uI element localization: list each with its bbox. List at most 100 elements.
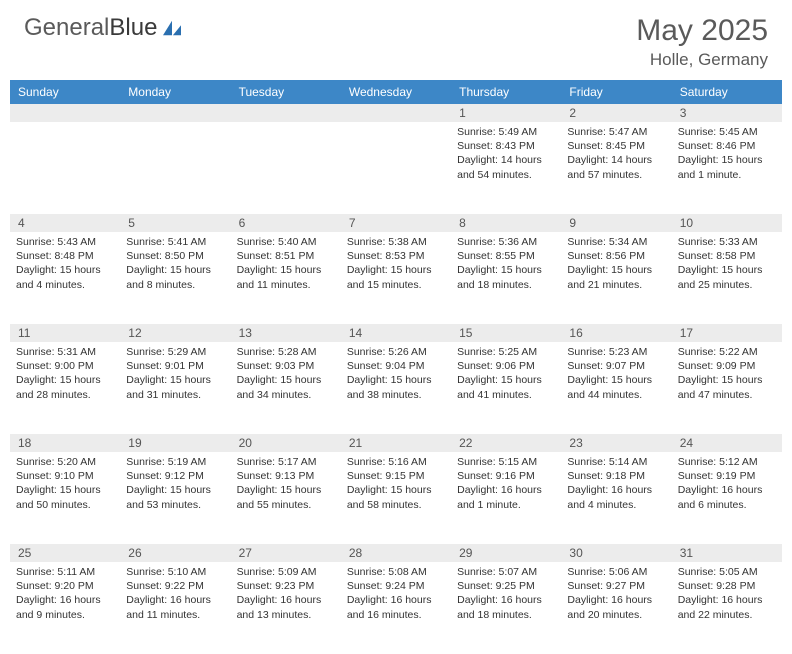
- day-content-cell: Sunrise: 5:14 AMSunset: 9:18 PMDaylight:…: [561, 452, 671, 544]
- day-content-cell: Sunrise: 5:28 AMSunset: 9:03 PMDaylight:…: [231, 342, 341, 434]
- day-details: Sunrise: 5:08 AMSunset: 9:24 PMDaylight:…: [341, 562, 451, 626]
- day-details: Sunrise: 5:45 AMSunset: 8:46 PMDaylight:…: [672, 122, 782, 186]
- day-number-cell: 14: [341, 324, 451, 342]
- day-number-cell: 13: [231, 324, 341, 342]
- day-content-cell: Sunrise: 5:16 AMSunset: 9:15 PMDaylight:…: [341, 452, 451, 544]
- content-row: Sunrise: 5:31 AMSunset: 9:00 PMDaylight:…: [10, 342, 782, 434]
- day-number-cell: 2: [561, 104, 671, 122]
- day-details: Sunrise: 5:38 AMSunset: 8:53 PMDaylight:…: [341, 232, 451, 296]
- logo-text-a: General: [24, 14, 109, 41]
- day-content-cell: [10, 122, 120, 214]
- day-content-cell: Sunrise: 5:10 AMSunset: 9:22 PMDaylight:…: [120, 562, 230, 654]
- logo: GeneralBlue: [24, 14, 183, 42]
- daynum-row: 11121314151617: [10, 324, 782, 342]
- day-content-cell: Sunrise: 5:41 AMSunset: 8:50 PMDaylight:…: [120, 232, 230, 324]
- content-row: Sunrise: 5:49 AMSunset: 8:43 PMDaylight:…: [10, 122, 782, 214]
- day-content-cell: Sunrise: 5:45 AMSunset: 8:46 PMDaylight:…: [672, 122, 782, 214]
- calendar-body: 123Sunrise: 5:49 AMSunset: 8:43 PMDaylig…: [10, 104, 782, 654]
- day-details: Sunrise: 5:22 AMSunset: 9:09 PMDaylight:…: [672, 342, 782, 406]
- day-number-cell: 9: [561, 214, 671, 232]
- day-content-cell: [120, 122, 230, 214]
- day-number-cell: 29: [451, 544, 561, 562]
- day-details: Sunrise: 5:14 AMSunset: 9:18 PMDaylight:…: [561, 452, 671, 516]
- daynum-row: 18192021222324: [10, 434, 782, 452]
- day-details: Sunrise: 5:16 AMSunset: 9:15 PMDaylight:…: [341, 452, 451, 516]
- day-content-cell: Sunrise: 5:43 AMSunset: 8:48 PMDaylight:…: [10, 232, 120, 324]
- day-details: Sunrise: 5:31 AMSunset: 9:00 PMDaylight:…: [10, 342, 120, 406]
- day-number-cell: [10, 104, 120, 122]
- day-content-cell: Sunrise: 5:40 AMSunset: 8:51 PMDaylight:…: [231, 232, 341, 324]
- daynum-row: 45678910: [10, 214, 782, 232]
- day-details: Sunrise: 5:47 AMSunset: 8:45 PMDaylight:…: [561, 122, 671, 186]
- day-number-cell: [231, 104, 341, 122]
- day-content-cell: Sunrise: 5:05 AMSunset: 9:28 PMDaylight:…: [672, 562, 782, 654]
- daynum-row: 123: [10, 104, 782, 122]
- day-number-cell: 22: [451, 434, 561, 452]
- day-content-cell: Sunrise: 5:11 AMSunset: 9:20 PMDaylight:…: [10, 562, 120, 654]
- column-header: Wednesday: [341, 80, 451, 104]
- day-content-cell: Sunrise: 5:20 AMSunset: 9:10 PMDaylight:…: [10, 452, 120, 544]
- column-header: Monday: [120, 80, 230, 104]
- day-details: Sunrise: 5:41 AMSunset: 8:50 PMDaylight:…: [120, 232, 230, 296]
- day-content-cell: Sunrise: 5:23 AMSunset: 9:07 PMDaylight:…: [561, 342, 671, 434]
- day-details: Sunrise: 5:10 AMSunset: 9:22 PMDaylight:…: [120, 562, 230, 626]
- day-content-cell: Sunrise: 5:26 AMSunset: 9:04 PMDaylight:…: [341, 342, 451, 434]
- day-details: Sunrise: 5:40 AMSunset: 8:51 PMDaylight:…: [231, 232, 341, 296]
- calendar-table: SundayMondayTuesdayWednesdayThursdayFrid…: [10, 80, 782, 654]
- day-number-cell: 8: [451, 214, 561, 232]
- day-number-cell: [341, 104, 451, 122]
- day-content-cell: Sunrise: 5:36 AMSunset: 8:55 PMDaylight:…: [451, 232, 561, 324]
- day-number-cell: 15: [451, 324, 561, 342]
- day-number-cell: 16: [561, 324, 671, 342]
- day-content-cell: Sunrise: 5:06 AMSunset: 9:27 PMDaylight:…: [561, 562, 671, 654]
- day-details: Sunrise: 5:07 AMSunset: 9:25 PMDaylight:…: [451, 562, 561, 626]
- day-content-cell: Sunrise: 5:15 AMSunset: 9:16 PMDaylight:…: [451, 452, 561, 544]
- day-content-cell: Sunrise: 5:33 AMSunset: 8:58 PMDaylight:…: [672, 232, 782, 324]
- month-title: May 2025: [636, 14, 768, 48]
- day-content-cell: Sunrise: 5:17 AMSunset: 9:13 PMDaylight:…: [231, 452, 341, 544]
- column-header: Sunday: [10, 80, 120, 104]
- title-block: May 2025 Holle, Germany: [636, 14, 768, 70]
- day-number-cell: 25: [10, 544, 120, 562]
- day-details: Sunrise: 5:20 AMSunset: 9:10 PMDaylight:…: [10, 452, 120, 516]
- column-header: Thursday: [451, 80, 561, 104]
- content-row: Sunrise: 5:11 AMSunset: 9:20 PMDaylight:…: [10, 562, 782, 654]
- day-number-cell: 4: [10, 214, 120, 232]
- day-content-cell: Sunrise: 5:29 AMSunset: 9:01 PMDaylight:…: [120, 342, 230, 434]
- column-header: Tuesday: [231, 80, 341, 104]
- day-number-cell: 17: [672, 324, 782, 342]
- column-header: Saturday: [672, 80, 782, 104]
- day-details: Sunrise: 5:29 AMSunset: 9:01 PMDaylight:…: [120, 342, 230, 406]
- logo-text-b: Blue: [109, 14, 157, 41]
- day-number-cell: 28: [341, 544, 451, 562]
- day-details: Sunrise: 5:09 AMSunset: 9:23 PMDaylight:…: [231, 562, 341, 626]
- day-number-cell: 18: [10, 434, 120, 452]
- day-details: Sunrise: 5:25 AMSunset: 9:06 PMDaylight:…: [451, 342, 561, 406]
- day-number-cell: 3: [672, 104, 782, 122]
- day-number-cell: 23: [561, 434, 671, 452]
- day-details: Sunrise: 5:05 AMSunset: 9:28 PMDaylight:…: [672, 562, 782, 626]
- content-row: Sunrise: 5:20 AMSunset: 9:10 PMDaylight:…: [10, 452, 782, 544]
- day-details: Sunrise: 5:26 AMSunset: 9:04 PMDaylight:…: [341, 342, 451, 406]
- day-number-cell: 21: [341, 434, 451, 452]
- day-content-cell: [231, 122, 341, 214]
- logo-text: GeneralBlue: [24, 14, 157, 42]
- day-content-cell: Sunrise: 5:31 AMSunset: 9:00 PMDaylight:…: [10, 342, 120, 434]
- day-details: Sunrise: 5:17 AMSunset: 9:13 PMDaylight:…: [231, 452, 341, 516]
- day-content-cell: Sunrise: 5:25 AMSunset: 9:06 PMDaylight:…: [451, 342, 561, 434]
- day-details: Sunrise: 5:06 AMSunset: 9:27 PMDaylight:…: [561, 562, 671, 626]
- day-details: Sunrise: 5:28 AMSunset: 9:03 PMDaylight:…: [231, 342, 341, 406]
- day-number-cell: 31: [672, 544, 782, 562]
- day-number-cell: 7: [341, 214, 451, 232]
- day-details: Sunrise: 5:36 AMSunset: 8:55 PMDaylight:…: [451, 232, 561, 296]
- day-details: Sunrise: 5:15 AMSunset: 9:16 PMDaylight:…: [451, 452, 561, 516]
- day-details: Sunrise: 5:11 AMSunset: 9:20 PMDaylight:…: [10, 562, 120, 626]
- day-details: Sunrise: 5:43 AMSunset: 8:48 PMDaylight:…: [10, 232, 120, 296]
- day-content-cell: Sunrise: 5:22 AMSunset: 9:09 PMDaylight:…: [672, 342, 782, 434]
- day-number-cell: 20: [231, 434, 341, 452]
- page-header: GeneralBlue May 2025 Holle, Germany: [0, 0, 792, 74]
- day-content-cell: Sunrise: 5:49 AMSunset: 8:43 PMDaylight:…: [451, 122, 561, 214]
- day-number-cell: 10: [672, 214, 782, 232]
- day-content-cell: Sunrise: 5:07 AMSunset: 9:25 PMDaylight:…: [451, 562, 561, 654]
- day-number-cell: 11: [10, 324, 120, 342]
